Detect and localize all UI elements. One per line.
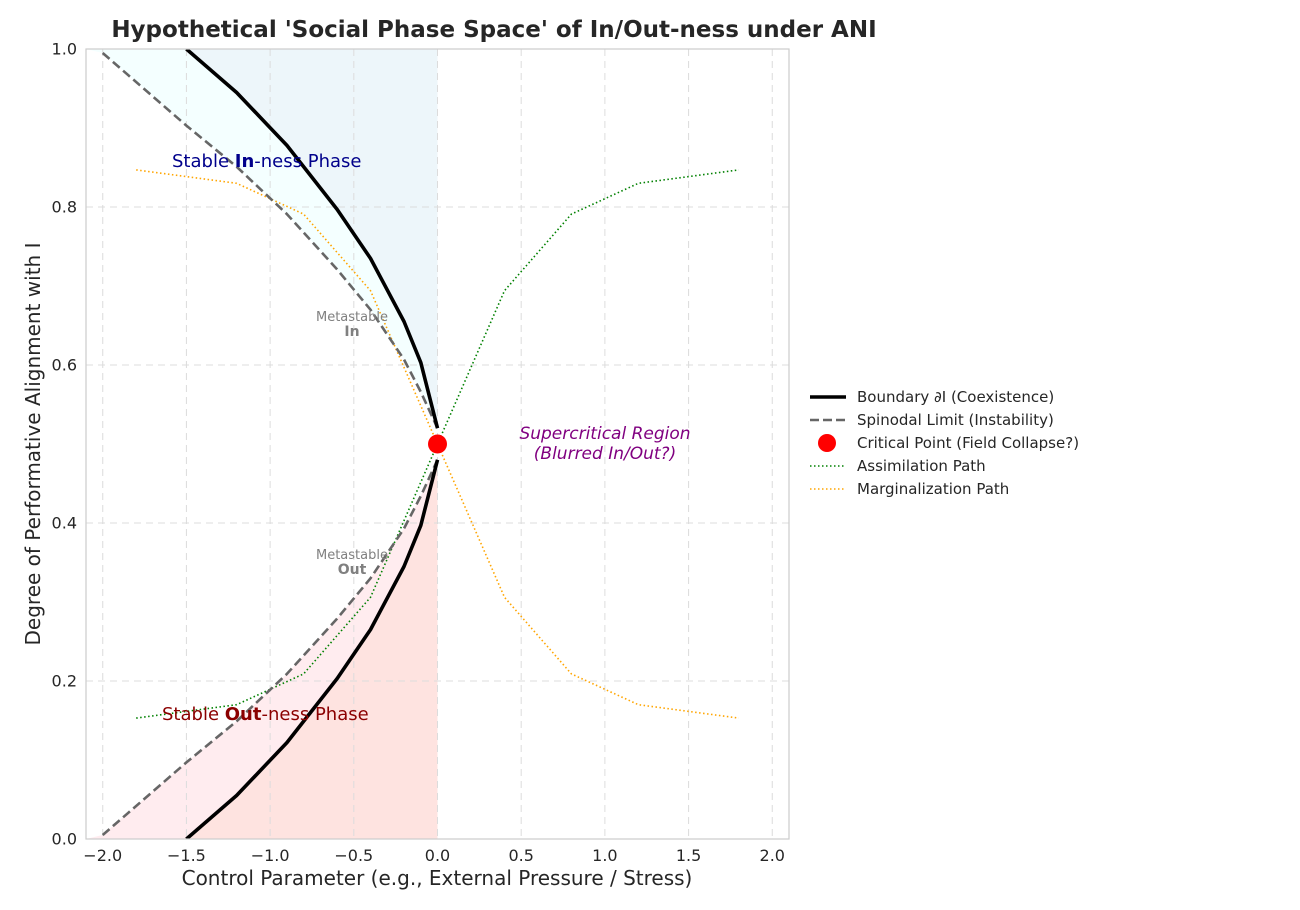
- metastable-out-fill: [86, 459, 438, 839]
- spinodal-upper-line: [101, 52, 439, 429]
- chart-title: Hypothetical 'Social Phase Space' of In/…: [111, 17, 876, 43]
- y-tick-label: 0.8: [52, 198, 77, 217]
- x-tick-label: 0.0: [425, 846, 450, 865]
- metastable-out-label: Metastable: [316, 548, 388, 563]
- spinodal-lower-line: [101, 459, 439, 836]
- stable-out-fill: [186, 459, 438, 839]
- legend: Boundary ∂I (Coexistence) Spinodal Limit…: [810, 388, 1079, 498]
- phase-fills: [86, 49, 438, 839]
- stable-in-label: Stable In-ness Phase: [172, 151, 361, 172]
- metastable-in-label: Metastable: [316, 310, 388, 325]
- critical-point-marker: [428, 434, 447, 454]
- supercritical-label: Supercritical Region: [519, 424, 690, 444]
- x-tick-label: 2.0: [760, 846, 785, 865]
- supercritical-sub: (Blurred In/Out?): [534, 444, 676, 464]
- x-axis-label: Control Parameter (e.g., External Pressu…: [182, 866, 693, 890]
- y-tick-label: 0.0: [52, 830, 77, 849]
- boundary-upper-line: [185, 49, 440, 429]
- y-tick-label: 0.4: [52, 514, 77, 533]
- legend-boundary-label: Boundary ∂I (Coexistence): [857, 388, 1054, 406]
- plot-frame: [85, 48, 790, 840]
- legend-assimilation-label: Assimilation Path: [857, 457, 986, 475]
- x-tick-label: −2.0: [83, 846, 122, 865]
- legend-marginalization-label: Marginalization Path: [857, 480, 1009, 498]
- stable-out-label: Stable Out-ness Phase: [162, 704, 369, 725]
- x-tick-label: 1.5: [676, 846, 701, 865]
- metastable-in-fill: [86, 49, 438, 429]
- legend-critical-label: Critical Point (Field Collapse?): [857, 434, 1079, 452]
- legend-critical-swatch: [818, 434, 836, 452]
- x-tick-label: −1.5: [167, 846, 206, 865]
- x-tick-label: −0.5: [334, 846, 373, 865]
- x-tick-label: 1.0: [592, 846, 617, 865]
- stable-in-fill: [186, 49, 438, 429]
- metastable-out-sub: Out: [338, 562, 367, 578]
- x-tick-label: −1.0: [251, 846, 290, 865]
- y-axis-label: Degree of Performative Alignment with I: [21, 243, 45, 646]
- y-tick-label: 1.0: [52, 40, 77, 59]
- boundary-lower-line: [185, 459, 440, 839]
- legend-spinodal-label: Spinodal Limit (Instability): [857, 411, 1054, 429]
- metastable-in-sub: In: [344, 324, 359, 340]
- y-tick-label: 0.2: [52, 672, 77, 691]
- y-tick-label: 0.6: [52, 356, 77, 375]
- x-tick-label: 0.5: [508, 846, 533, 865]
- tick-labels: −2.0 −1.5 −1.0 −0.5 0.0 0.5 1.0 1.5 2.0 0.0 0.2 0.4…: [52, 40, 785, 866]
